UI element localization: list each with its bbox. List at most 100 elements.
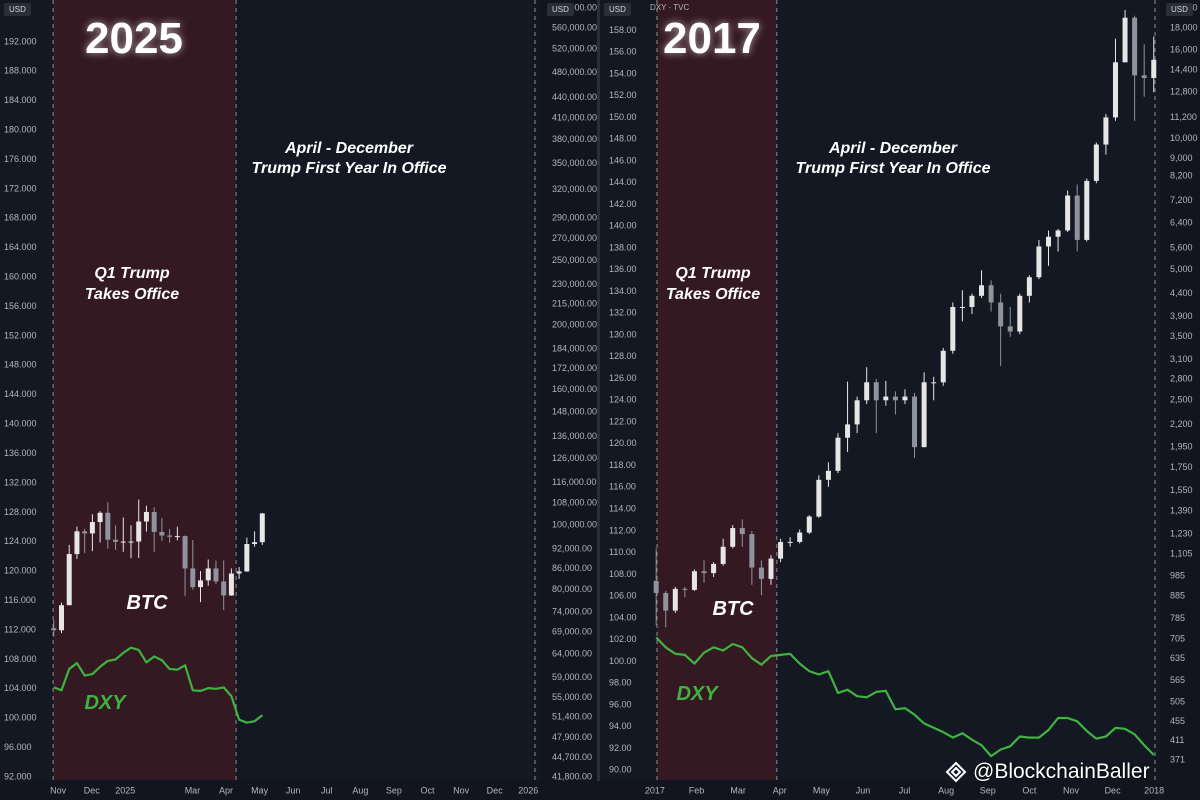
x-tick-label: 2018 — [1144, 785, 1164, 795]
y-tick-label: 140.00 — [609, 221, 637, 231]
y-tick-label: 92.00 — [609, 743, 632, 753]
candle-body — [787, 541, 793, 543]
candle-body — [143, 511, 149, 522]
y2-tick-label: 200,000.00 — [552, 320, 597, 330]
y2-tick-label: 69,000.00 — [552, 627, 592, 637]
y2-tick-label: 4,400 — [1170, 288, 1193, 298]
y2-tick-label: 520,000.00 — [552, 44, 597, 54]
candle-body — [136, 521, 142, 542]
y2-tick-label: 230,000.00 — [552, 279, 597, 289]
x-tick-label: 2017 — [645, 785, 665, 795]
y2-tick-label: 41,800.00 — [552, 771, 592, 781]
y-tick-label: 180.000 — [4, 124, 37, 134]
y-tick-label: 160.000 — [4, 272, 37, 282]
candle-body — [89, 522, 95, 534]
candle-body — [1122, 17, 1128, 63]
candle-body — [873, 382, 879, 401]
panel-divider — [597, 0, 600, 800]
x-tick-label: Dec — [1105, 785, 1122, 795]
y-tick-label: 108.000 — [4, 654, 37, 664]
y2-tick-label: 44,700.00 — [552, 752, 592, 762]
y-tick-label: 144.000 — [4, 389, 37, 399]
candle-body — [1007, 326, 1013, 332]
y2-tick-label: 635 — [1170, 653, 1185, 663]
candle-body — [950, 306, 956, 351]
y2-tick-label: 2,200 — [1170, 419, 1193, 429]
candle-body — [66, 554, 72, 606]
candle-body — [120, 541, 126, 543]
candle-body — [174, 536, 180, 538]
right-axis-strip — [540, 0, 597, 800]
y-tick-label: 118.00 — [609, 460, 636, 470]
candle-body — [701, 571, 707, 574]
year-title: 2025 — [85, 14, 183, 63]
y2-tick-label: 1,105 — [1170, 549, 1193, 559]
y-tick-label: 108.00 — [609, 569, 637, 579]
x-tick-label: Aug — [938, 785, 954, 795]
candle-body — [979, 285, 985, 296]
candle-body — [74, 531, 80, 555]
x-tick-label: Oct — [1022, 785, 1037, 795]
y2-tick-label: 440,000.00 — [552, 92, 597, 102]
y-tick-label: 136.00 — [609, 264, 637, 274]
y2-tick-label: 270,000.00 — [552, 233, 597, 243]
candle-body — [749, 534, 755, 568]
y-tick-label: 192.000 — [4, 36, 37, 46]
x-tick-label: Nov — [453, 785, 470, 795]
x-tick-label: Jun — [286, 785, 301, 795]
y-tick-label: 134.00 — [609, 286, 637, 296]
x-tick-label: Jul — [899, 785, 911, 795]
annotation-line: April - December — [284, 140, 414, 157]
y2-tick-label: 51,400.00 — [552, 712, 592, 722]
candle-body — [959, 306, 965, 308]
y2-tick-label: 9,000 — [1170, 153, 1193, 163]
right-axis-strip — [1160, 0, 1200, 800]
y-tick-label: 130.00 — [609, 329, 637, 339]
y-tick-label: 148.000 — [4, 360, 37, 370]
year-title: 2017 — [663, 14, 761, 63]
candle-body — [940, 350, 946, 383]
annotation-line: April - December — [828, 140, 958, 157]
x-tick-label: Nov — [50, 785, 67, 795]
candle-body — [739, 528, 745, 535]
candle-body — [883, 396, 889, 401]
y-tick-label: 144.00 — [609, 177, 637, 187]
symbol-label: DXY · TVC — [650, 3, 690, 12]
candle-body — [921, 382, 927, 448]
candle-body — [845, 424, 851, 438]
x-tick-label: Apr — [773, 785, 787, 795]
candle-body — [720, 546, 726, 564]
y-tick-label: 138.00 — [609, 242, 637, 252]
y-tick-label: 124.00 — [609, 395, 637, 405]
currency-badge: USD — [547, 3, 574, 16]
candle-body — [730, 528, 736, 547]
candle-body — [969, 295, 975, 307]
series-label: DXY — [676, 683, 718, 705]
y-tick-label: 106.00 — [609, 591, 637, 601]
y-tick-label: 152.000 — [4, 330, 37, 340]
candle-body — [1132, 17, 1138, 76]
y-tick-label: 164.000 — [4, 242, 37, 252]
y2-tick-label: 505 — [1170, 696, 1185, 706]
candle-body — [854, 400, 860, 425]
candle-body — [1112, 62, 1118, 118]
y2-tick-label: 290,000.00 — [552, 212, 597, 222]
y-tick-label: 154.00 — [609, 68, 637, 78]
y2-tick-label: 250,000.00 — [552, 255, 597, 265]
y-tick-label: 172.000 — [4, 183, 37, 193]
y-tick-label: 158.00 — [609, 25, 637, 35]
y-tick-label: 122.00 — [609, 416, 637, 426]
candle-body — [653, 580, 659, 594]
y2-tick-label: 3,900 — [1170, 311, 1193, 321]
candle-body — [1055, 230, 1061, 237]
y2-tick-label: 92,000.00 — [552, 544, 592, 554]
watermark-icon — [945, 761, 967, 783]
candle-body — [205, 568, 211, 581]
y2-tick-label: 12,800 — [1170, 87, 1198, 97]
y2-tick-label: 160,000.00 — [552, 384, 597, 394]
y2-tick-label: 985 — [1170, 570, 1185, 580]
series-label: BTC — [126, 592, 168, 614]
candle-body — [816, 479, 822, 517]
candle-body — [758, 567, 764, 579]
